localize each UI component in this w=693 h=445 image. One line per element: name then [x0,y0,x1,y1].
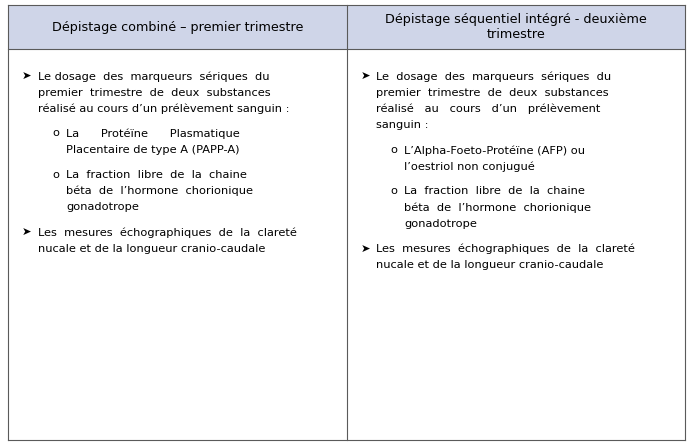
Text: Le dosage  des  marqueurs  sériques  du: Le dosage des marqueurs sériques du [38,71,270,81]
Bar [346,5,685,49]
Text: ➤: ➤ [22,227,31,237]
Text: ➤: ➤ [360,243,370,254]
Text: Placentaire de type A (PAPP-A): Placentaire de type A (PAPP-A) [66,145,240,155]
Text: ➤: ➤ [22,71,31,81]
Text: Les  mesures  échographiques  de  la  clareté: Les mesures échographiques de la clareté [38,227,297,238]
Text: l’oestriol non conjugué: l’oestriol non conjugué [405,162,535,172]
Text: o: o [390,145,398,155]
Text: gonadotrope: gonadotrope [405,219,477,229]
Text: Le  dosage  des  marqueurs  sériques  du: Le dosage des marqueurs sériques du [376,71,612,81]
Text: nucale et de la longueur cranio-caudale: nucale et de la longueur cranio-caudale [38,243,265,254]
Text: La  fraction  libre  de  la  chaine: La fraction libre de la chaine [405,186,586,196]
Text: réalisé   au   cours   d’un   prélèvement: réalisé au cours d’un prélèvement [376,104,601,114]
Text: La  fraction  libre  de  la  chaine: La fraction libre de la chaine [66,170,247,179]
Text: premier  trimestre  de  deux  substances: premier trimestre de deux substances [376,88,609,97]
Text: béta  de  l’hormone  chorionique: béta de l’hormone chorionique [66,186,253,197]
Text: o: o [390,186,398,196]
Text: premier  trimestre  de  deux  substances: premier trimestre de deux substances [38,88,271,97]
Text: o: o [52,129,59,138]
Text: réalisé au cours d’un prélèvement sanguin :: réalisé au cours d’un prélèvement sangui… [38,104,290,114]
Text: Dépistage combiné – premier trimestre: Dépistage combiné – premier trimestre [51,20,303,33]
Text: Dépistage séquentiel intégré - deuxième
trimestre: Dépistage séquentiel intégré - deuxième … [385,13,647,41]
Text: L’Alpha-Foeto-Protéïne (AFP) ou: L’Alpha-Foeto-Protéïne (AFP) ou [405,145,586,155]
Text: La      Protéïne      Plasmatique: La Protéïne Plasmatique [66,129,240,139]
Bar [8,5,346,49]
Text: o: o [52,170,59,179]
Text: nucale et de la longueur cranio-caudale: nucale et de la longueur cranio-caudale [376,260,604,270]
Text: Les  mesures  échographiques  de  la  clareté: Les mesures échographiques de la clareté [376,243,635,254]
Text: sanguin :: sanguin : [376,121,429,130]
Text: béta  de  l’hormone  chorionique: béta de l’hormone chorionique [405,202,592,213]
Text: ➤: ➤ [360,71,370,81]
Text: gonadotrope: gonadotrope [66,202,139,213]
